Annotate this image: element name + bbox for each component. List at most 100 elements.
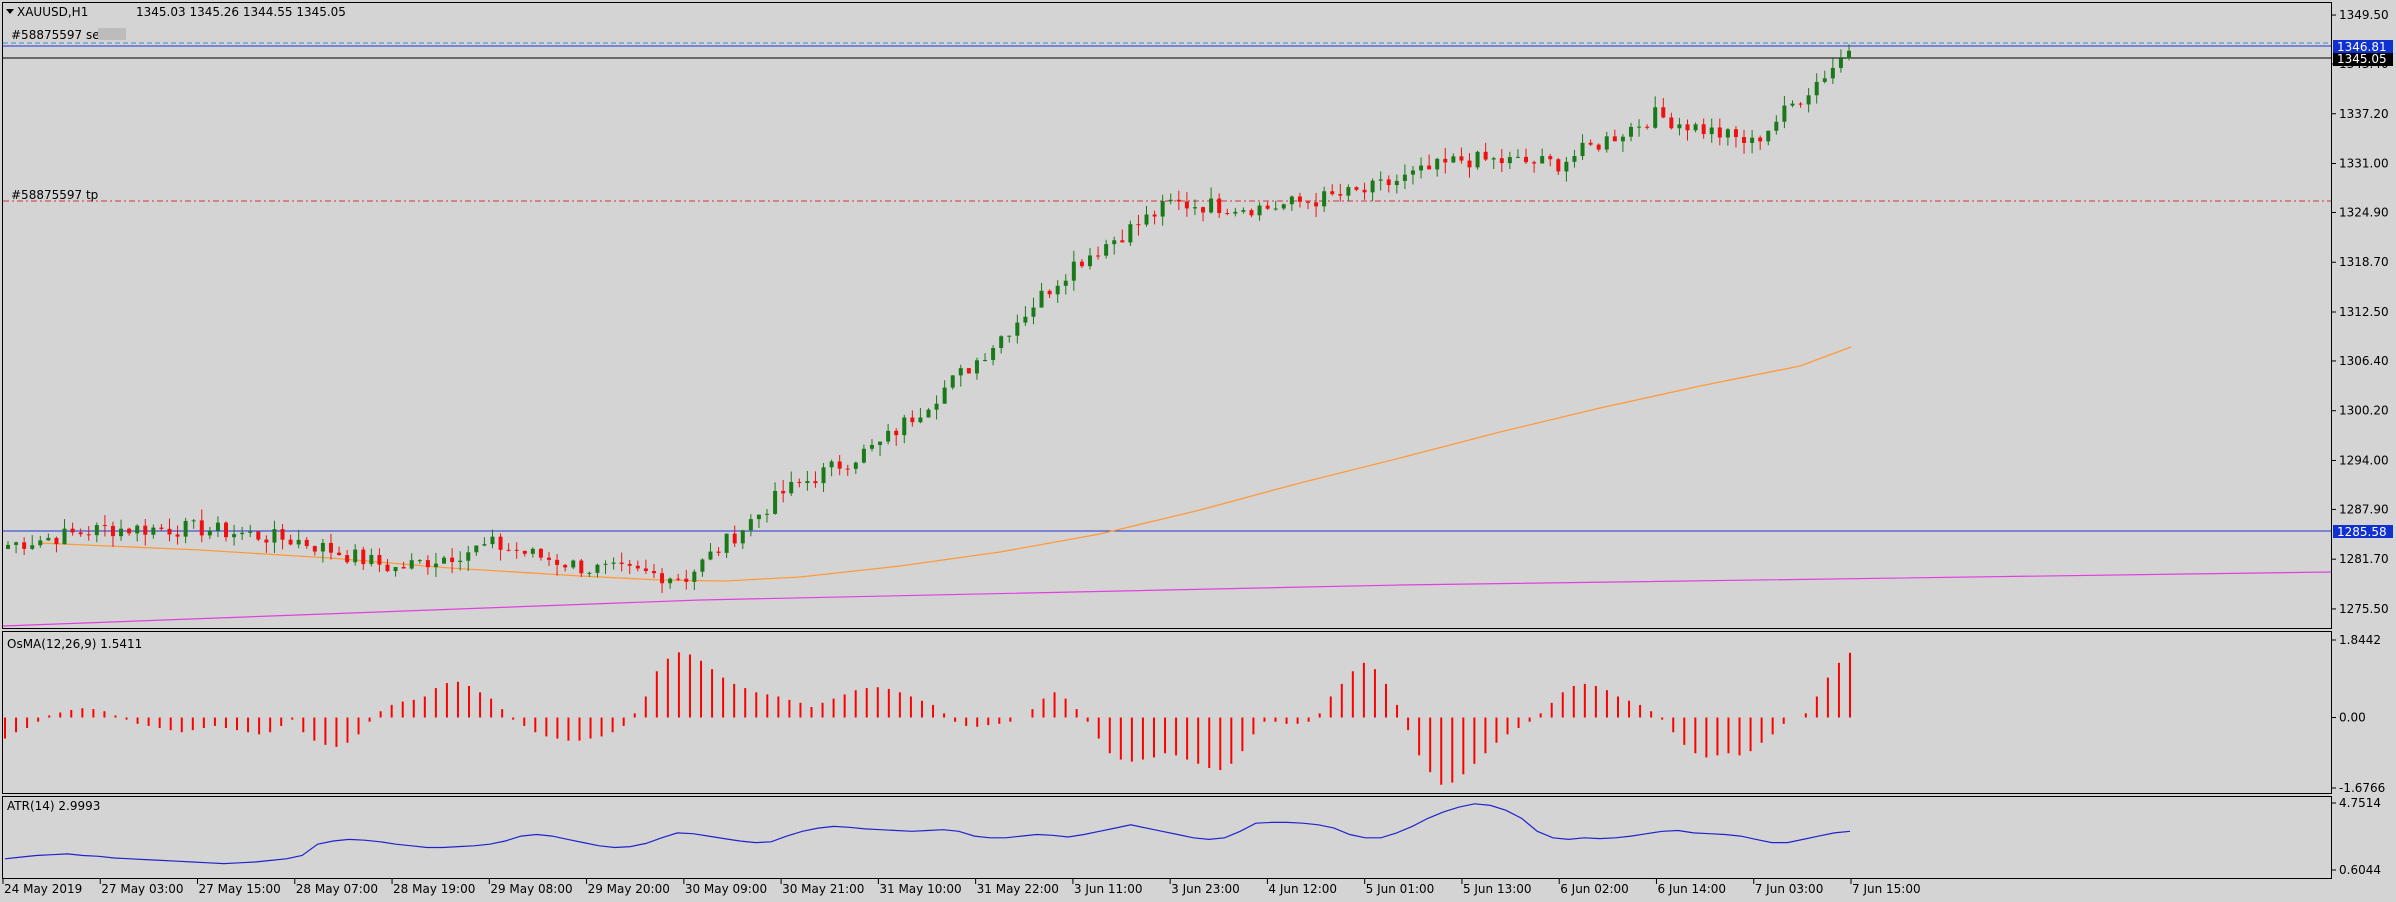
candle-body: [934, 403, 939, 410]
candle-body: [409, 560, 414, 569]
candle-body: [78, 532, 83, 535]
candle-body: [1515, 156, 1520, 158]
candle-body: [1612, 136, 1617, 142]
candle-body: [369, 555, 374, 565]
candle-body: [1661, 107, 1666, 118]
time-axis[interactable]: 24 May 2019 27 May 03:00 27 May 15:00 28 Ma…: [2, 879, 1921, 896]
candle-body: [1402, 174, 1407, 181]
candle-body: [1475, 151, 1480, 168]
price-tick-label: 1331.00: [2339, 157, 2389, 171]
candle-body: [1766, 130, 1771, 142]
candle-body: [1814, 81, 1819, 96]
candle-body: [522, 550, 527, 554]
atr-line: [4, 803, 1851, 865]
candle-body: [240, 532, 245, 535]
atr-axis[interactable]: 4.7514 0.6044: [2331, 796, 2381, 877]
candle-body: [1047, 290, 1052, 295]
candle-body: [490, 536, 495, 545]
time-tick-label: 7 Jun 15:00: [1852, 882, 1921, 896]
candle-body: [401, 566, 406, 569]
osma-bars: [4, 652, 1851, 785]
time-tick-label: 7 Jun 03:00: [1755, 882, 1824, 896]
candle-body: [1362, 189, 1367, 193]
time-tick-label: 27 May 15:00: [199, 882, 281, 896]
candle-body: [14, 542, 19, 545]
candle-body: [1306, 201, 1311, 203]
candle-body: [191, 520, 196, 522]
candle-body: [450, 557, 455, 562]
candle-body: [789, 481, 794, 494]
price-axis[interactable]: 1349.501343.401337.201331.001324.901318.…: [2331, 8, 2389, 616]
time-tick-label: 3 Jun 11:00: [1074, 882, 1143, 896]
bid-price-label: 1345.05: [2337, 52, 2387, 66]
time-tick-label: 5 Jun 13:00: [1463, 882, 1532, 896]
candle-body: [474, 545, 479, 553]
candle-body: [1378, 179, 1383, 181]
candle-body: [1572, 156, 1577, 162]
candle-body: [1483, 151, 1488, 160]
candle-body: [1620, 136, 1625, 142]
candle-body: [1596, 144, 1601, 150]
candle-body: [676, 578, 681, 580]
osma-tick-label: 1.8442: [2339, 633, 2381, 647]
candle-body: [1104, 244, 1109, 256]
candle-body: [1669, 117, 1674, 129]
candle-body: [1314, 202, 1319, 207]
symbol-title: XAUUSD,H1: [17, 5, 88, 19]
candle-body: [1063, 280, 1068, 286]
candle-body: [264, 539, 269, 543]
main-pane[interactable]: [2, 2, 2332, 629]
osma-pane[interactable]: [2, 631, 2332, 794]
triangle-down-icon[interactable]: [6, 9, 14, 14]
candle-body: [167, 528, 172, 535]
candle-body: [538, 548, 543, 558]
candle-body: [1847, 50, 1851, 59]
candle-body: [1604, 136, 1609, 150]
candle-body: [1451, 156, 1456, 163]
candle-body: [1806, 95, 1811, 105]
candle-body: [1733, 129, 1738, 138]
candle-body: [393, 566, 398, 572]
osma-axis[interactable]: 1.8442 0.00 -1.6766: [2331, 633, 2385, 795]
candle-body: [458, 560, 463, 562]
candle-body: [1176, 199, 1181, 202]
candle-body: [1257, 205, 1262, 216]
candle-body: [1201, 207, 1206, 213]
candle-body: [1289, 196, 1294, 205]
time-tick-label: 24 May 2019: [4, 882, 82, 896]
candle-body: [748, 519, 753, 531]
candle-body: [1758, 137, 1763, 142]
candle-body: [328, 542, 333, 553]
candle-body: [1330, 191, 1335, 195]
candle-body: [1645, 126, 1650, 128]
candle-body: [1725, 129, 1730, 138]
price-tick-label: 1312.50: [2339, 305, 2389, 319]
candle-body: [288, 539, 293, 545]
candle-body: [902, 417, 907, 436]
candle-body: [442, 557, 447, 564]
candle-body: [345, 555, 350, 563]
candle-body: [1782, 105, 1787, 122]
candle-body: [773, 490, 778, 514]
price-tick-label: 1294.00: [2339, 453, 2389, 467]
time-tick-label: 29 May 20:00: [588, 882, 670, 896]
candle-body: [1540, 156, 1545, 164]
candle-body: [1112, 240, 1117, 245]
time-tick-label: 6 Jun 02:00: [1560, 882, 1629, 896]
atr-pane[interactable]: [2, 796, 2332, 879]
candle-body: [942, 387, 947, 404]
candle-body: [175, 534, 180, 537]
time-tick-label: 31 May 22:00: [977, 882, 1059, 896]
candle-body: [1717, 127, 1722, 138]
time-tick-label: 27 May 03:00: [101, 882, 183, 896]
time-tick-label: 28 May 19:00: [393, 882, 475, 896]
candle-body: [304, 539, 309, 547]
candle-body: [1628, 126, 1633, 137]
time-tick-label: 3 Jun 23:00: [1171, 882, 1240, 896]
candle-body: [1774, 121, 1779, 131]
ma-orange-line: [39, 346, 1852, 582]
ohlc-values: 1345.03 1345.26 1344.55 1345.05: [136, 5, 346, 19]
candle-body: [740, 530, 745, 544]
candle-body: [716, 551, 721, 553]
ask-price-label: 1346.81: [2337, 40, 2387, 54]
